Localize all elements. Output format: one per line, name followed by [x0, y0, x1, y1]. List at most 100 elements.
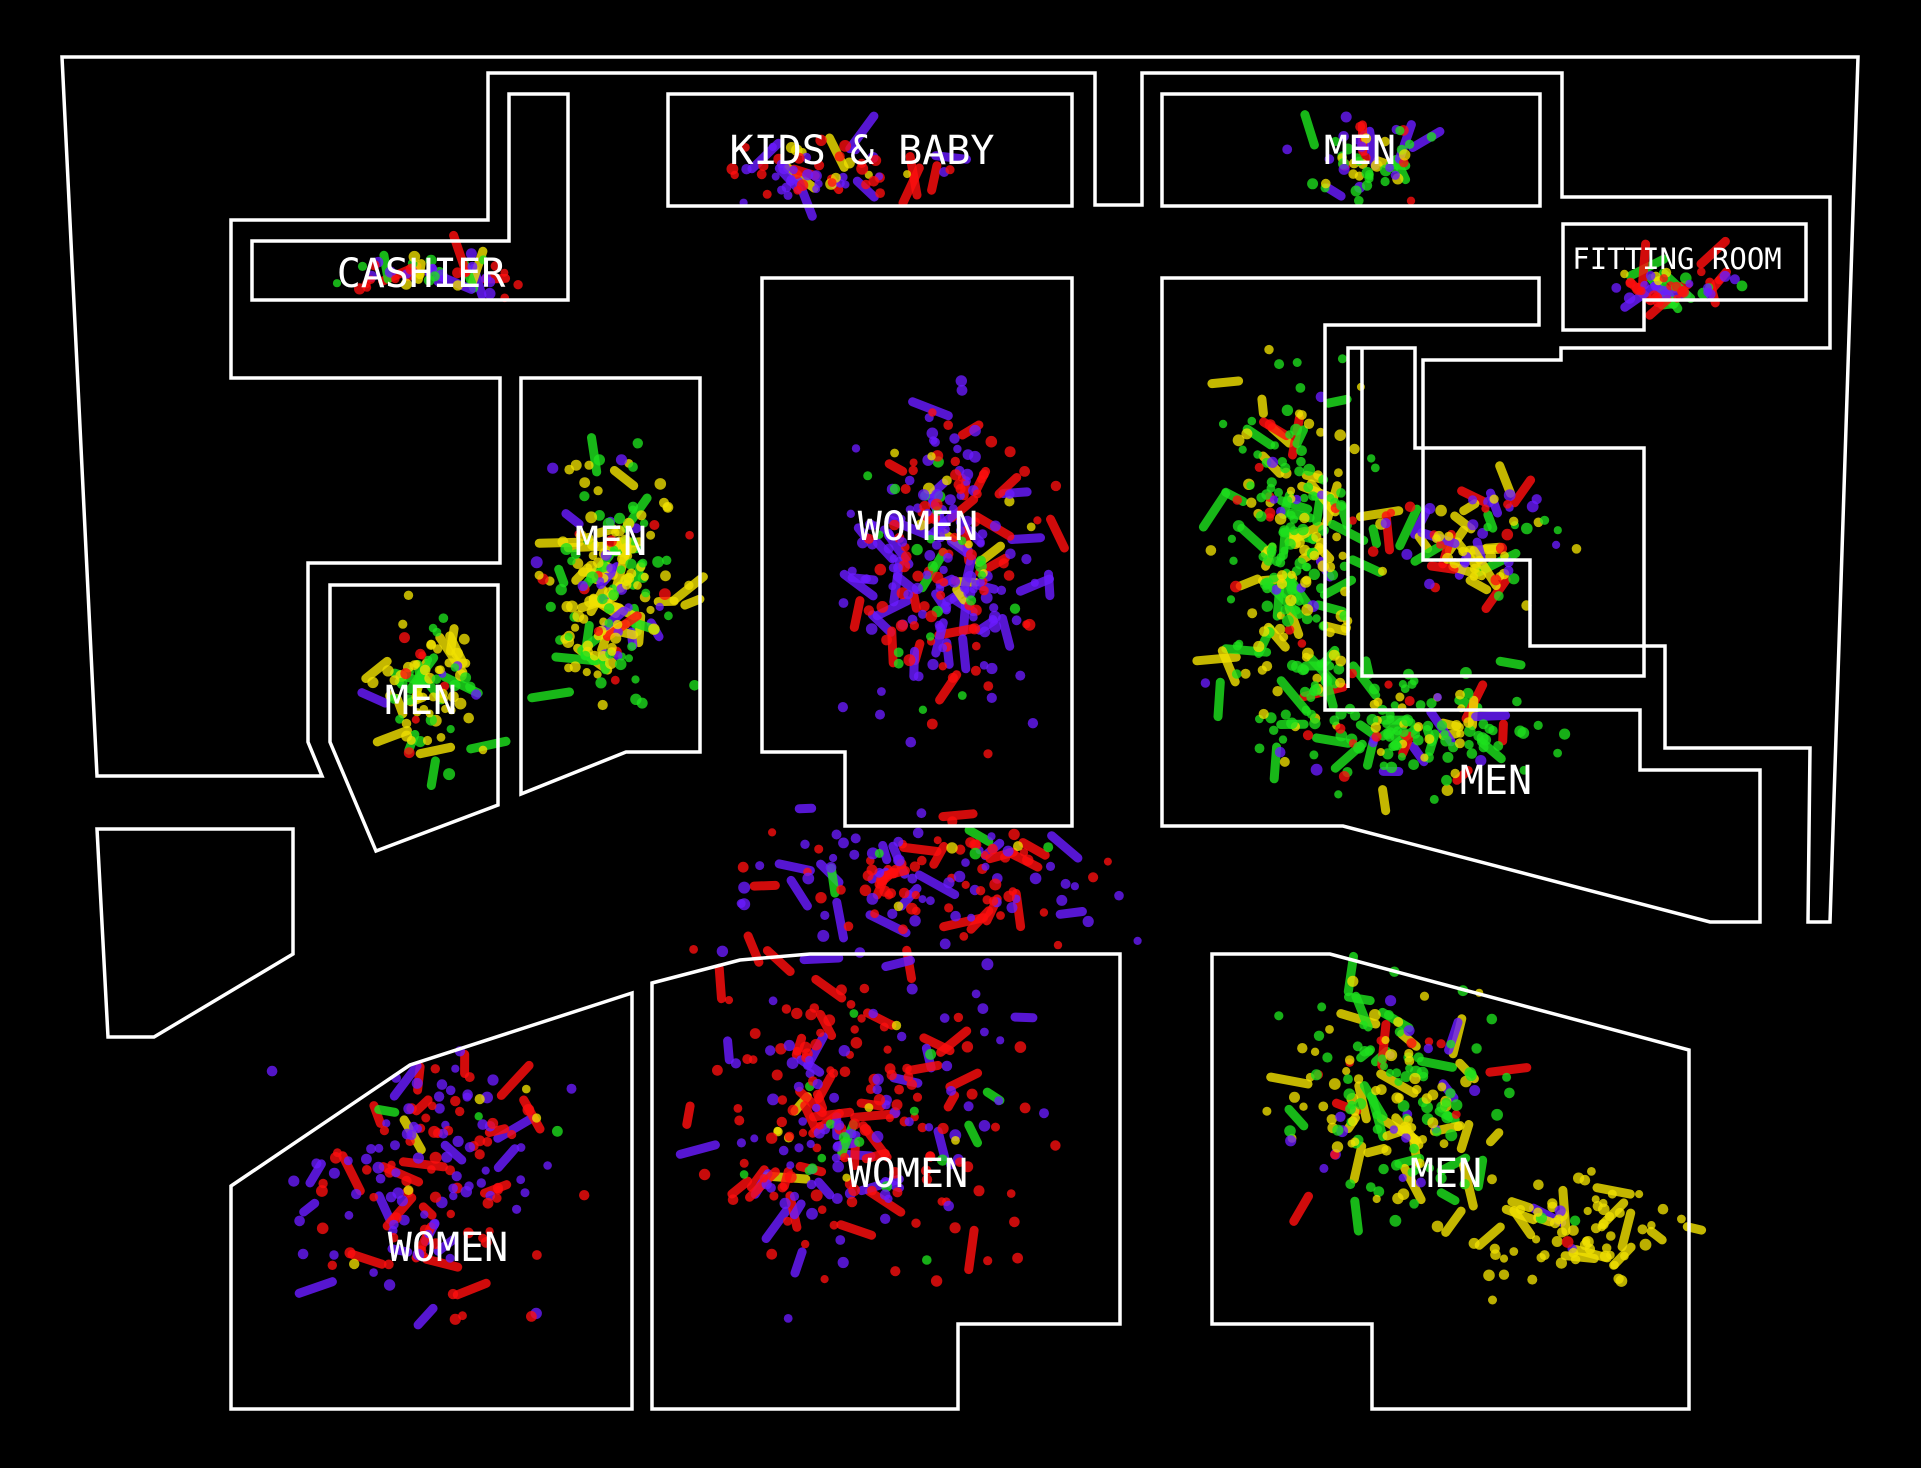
- shopper-dot: [849, 1009, 859, 1018]
- shopper-dot: [1424, 503, 1436, 514]
- shopper-dot: [1334, 429, 1346, 442]
- shopper-dot: [817, 929, 830, 942]
- shopper-dot: [450, 1095, 461, 1107]
- shopper-dot: [447, 706, 456, 715]
- shopper-trail: [964, 1225, 979, 1275]
- shopper-dot: [1463, 717, 1474, 728]
- shopper-dot: [633, 581, 642, 590]
- shopper-dot: [967, 913, 976, 922]
- shopper-dot: [872, 1073, 884, 1086]
- shopper-dot: [1383, 1010, 1394, 1020]
- shopper-trail: [908, 397, 953, 421]
- shopper-dot: [1227, 534, 1236, 544]
- shopper-dot: [1384, 680, 1393, 689]
- shopper-trail: [1400, 1163, 1426, 1205]
- shopper-dot: [1258, 708, 1269, 720]
- shopper-trail: [413, 1303, 438, 1330]
- shopper-dot: [766, 1132, 778, 1144]
- shopper-dot: [579, 1190, 590, 1201]
- shopper-dot: [1446, 1039, 1456, 1049]
- shopper-dot: [411, 715, 420, 724]
- shopper-dot: [919, 601, 930, 612]
- shopper-dot: [450, 663, 460, 672]
- shopper-dot: [850, 1037, 863, 1049]
- shopper-dot: [1309, 717, 1321, 730]
- shopper-trail: [905, 1060, 943, 1075]
- shopper-dot: [449, 1313, 461, 1325]
- shopper-dot: [449, 1191, 458, 1201]
- shopper-dot: [1367, 454, 1376, 463]
- shopper-dot: [766, 1183, 776, 1193]
- shopper-dot: [765, 1045, 776, 1056]
- shopper-dot: [1370, 463, 1380, 473]
- shopper-dot: [1404, 1056, 1415, 1066]
- shopper-dot: [1553, 526, 1562, 535]
- shopper-dot: [749, 1028, 761, 1039]
- shopper-trail: [939, 913, 988, 932]
- shopper-dot: [1337, 354, 1347, 364]
- shopper-dot: [996, 911, 1005, 920]
- shopper-dot: [1302, 730, 1314, 741]
- shopper-dot: [977, 571, 987, 580]
- shopper-dot: [1247, 416, 1257, 426]
- shopper-dot: [806, 1139, 815, 1149]
- shopper-dot: [580, 650, 591, 661]
- shopper-dot: [785, 142, 798, 154]
- shopper-dot: [1218, 419, 1228, 429]
- shopper-dot: [614, 658, 627, 671]
- shopper-dot: [769, 1191, 779, 1201]
- shopper-dot: [1255, 511, 1267, 522]
- shopper-dot: [448, 1183, 458, 1194]
- shopper-trail: [786, 875, 812, 911]
- shopper-dot: [918, 705, 928, 714]
- shopper-dot: [897, 537, 908, 547]
- shopper-dot: [628, 505, 638, 514]
- shopper-dot: [817, 1205, 827, 1214]
- shopper-dot: [980, 851, 989, 859]
- shopper-dot: [1441, 774, 1452, 786]
- shopper-trail: [887, 626, 898, 668]
- shopper-trail: [1257, 394, 1268, 418]
- shopper-dot: [1004, 496, 1015, 507]
- shopper-dot: [903, 654, 916, 667]
- shopper-trail: [1474, 1222, 1505, 1250]
- shopper-dot: [582, 668, 591, 677]
- shopper-dot: [403, 1103, 415, 1115]
- shopper-dot: [1424, 1037, 1434, 1046]
- shopper-dot: [976, 539, 985, 548]
- shopper-dot: [361, 1153, 372, 1165]
- shopper-dot: [1334, 790, 1343, 799]
- shopper-trail: [440, 1140, 467, 1165]
- shopper-dot: [944, 494, 956, 506]
- shopper-trail: [1361, 656, 1374, 679]
- shopper-dot: [1610, 1260, 1619, 1270]
- shopper-dot: [641, 588, 651, 598]
- shopper-dot: [1719, 270, 1731, 282]
- shopper-dot: [1268, 542, 1277, 551]
- shopper-dot: [949, 504, 958, 514]
- shopper-dot: [1414, 1158, 1425, 1169]
- shopper-trail: [905, 152, 922, 200]
- shopper-dot: [1133, 936, 1142, 946]
- shopper-dot: [976, 578, 985, 587]
- shopper-dot: [1381, 1036, 1390, 1045]
- shopper-dot: [1027, 718, 1039, 729]
- shopper-dot: [926, 896, 935, 906]
- shopper-dot: [1286, 510, 1296, 520]
- shopper-trail: [1323, 183, 1346, 201]
- shopper-dot: [809, 1003, 820, 1013]
- shopper-dot: [433, 1091, 445, 1102]
- shopper-dot: [511, 1204, 522, 1214]
- shopper-dot: [789, 165, 798, 175]
- shopper-dot: [773, 1126, 782, 1135]
- shopper-dot: [1257, 665, 1267, 675]
- shopper-trail: [943, 1091, 960, 1112]
- shopper-dot: [1421, 1093, 1433, 1104]
- shopper-trail: [909, 591, 921, 613]
- shopper-dot: [1348, 169, 1358, 179]
- zone-label-women-center: WOMEN: [858, 504, 978, 550]
- shopper-dot: [1274, 487, 1283, 497]
- shopper-dot: [742, 1054, 753, 1065]
- shopper-dot: [1429, 794, 1439, 804]
- shopper-dot: [429, 1191, 442, 1203]
